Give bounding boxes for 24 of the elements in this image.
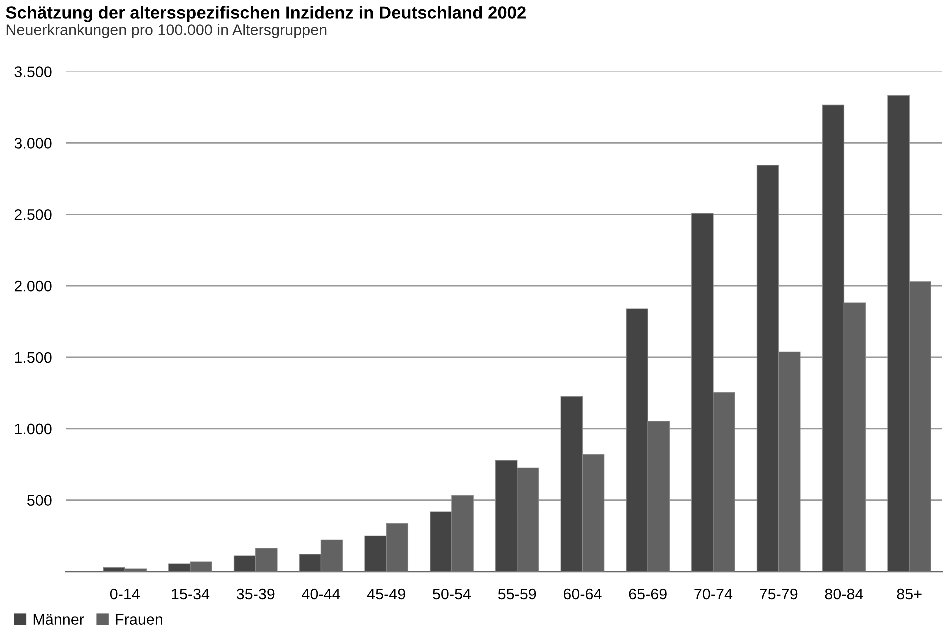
- y-tick-label: 1.000: [15, 424, 52, 435]
- x-tick-label: 35-39: [236, 588, 275, 600]
- x-tick-label: 55-59: [498, 588, 536, 600]
- chart-subtitle: Neuerkrankungen pro 100.000 in Altersgruppen: [6, 24, 327, 38]
- x-tick-label: 85+: [897, 588, 922, 600]
- y-tick-label: 2.500: [14, 210, 52, 220]
- x-tick-label: 15-34: [172, 588, 210, 600]
- y-tick-label: 1.500: [15, 352, 52, 364]
- x-tick-label: 80-84: [825, 588, 864, 600]
- x-tick-label: 45-49: [367, 588, 406, 600]
- y-tick-label: 3.500: [14, 66, 52, 78]
- x-tick-label: 65-69: [629, 588, 667, 600]
- x-tick-label: 60-64: [564, 588, 602, 600]
- y-tick-label: 3.000: [14, 138, 52, 149]
- y-tick-label: 2.000: [14, 280, 52, 292]
- x-tick-label: 75-79: [760, 588, 798, 600]
- y-tick-label: 500: [28, 495, 52, 506]
- x-tick-label: 40-44: [302, 588, 340, 600]
- legend-label: Frauen: [116, 614, 162, 625]
- x-tick-label: 0-14: [110, 588, 140, 600]
- chart-title: Schätzung der altersspezifischen Inzidenz in Deutschland 2002: [6, 6, 526, 22]
- x-tick-label: 70-74: [694, 588, 733, 600]
- x-tick-label: 50-54: [433, 588, 472, 600]
- legend-label: Männer: [34, 614, 84, 625]
